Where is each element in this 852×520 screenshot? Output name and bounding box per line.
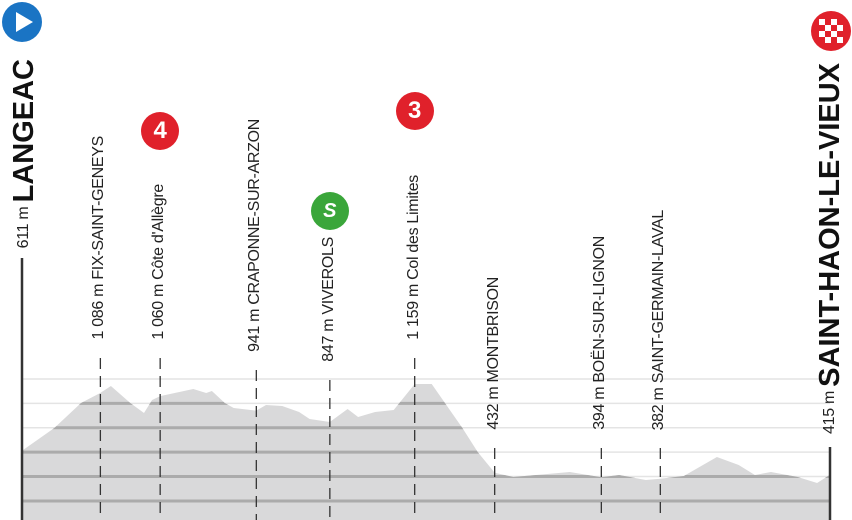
waypoint-label: 1 159 m Col des Limites	[404, 175, 422, 340]
finish-checkered-icon	[811, 11, 851, 51]
waypoint-label: 382 m SAINT-GERMAIN-LAVAL	[650, 209, 668, 430]
waypoint-label: 1 060 m Côte d'Allègre	[150, 184, 168, 340]
climb-category-icon: 3	[395, 92, 434, 130]
finish-town: SAINT-HAON-LE-VIEUX	[814, 63, 846, 387]
waypoint-label: 432 m MONTBRISON	[484, 277, 502, 430]
start-label: 611 m LANGEAC	[8, 58, 40, 248]
start-play-icon	[2, 2, 42, 42]
waypoint-label: 941 m CRAPONNE-SUR-ARZON	[246, 119, 264, 352]
finish-elevation: 415 m	[821, 391, 838, 434]
waypoint-label: 394 m BOËN-SUR-LIGNON	[591, 236, 609, 430]
start-elevation: 611 m	[15, 206, 32, 248]
sprint-icon: S	[310, 192, 349, 230]
start-town: LANGEAC	[8, 58, 40, 203]
waypoint-label: 847 m VIVEROLS	[319, 237, 337, 362]
waypoint-label: 1 086 m FIX-SAINT-GENEYS	[90, 136, 108, 340]
climb-category-icon: 4	[141, 112, 180, 150]
finish-label: 415 m SAINT-HAON-LE-VIEUX	[814, 63, 846, 434]
